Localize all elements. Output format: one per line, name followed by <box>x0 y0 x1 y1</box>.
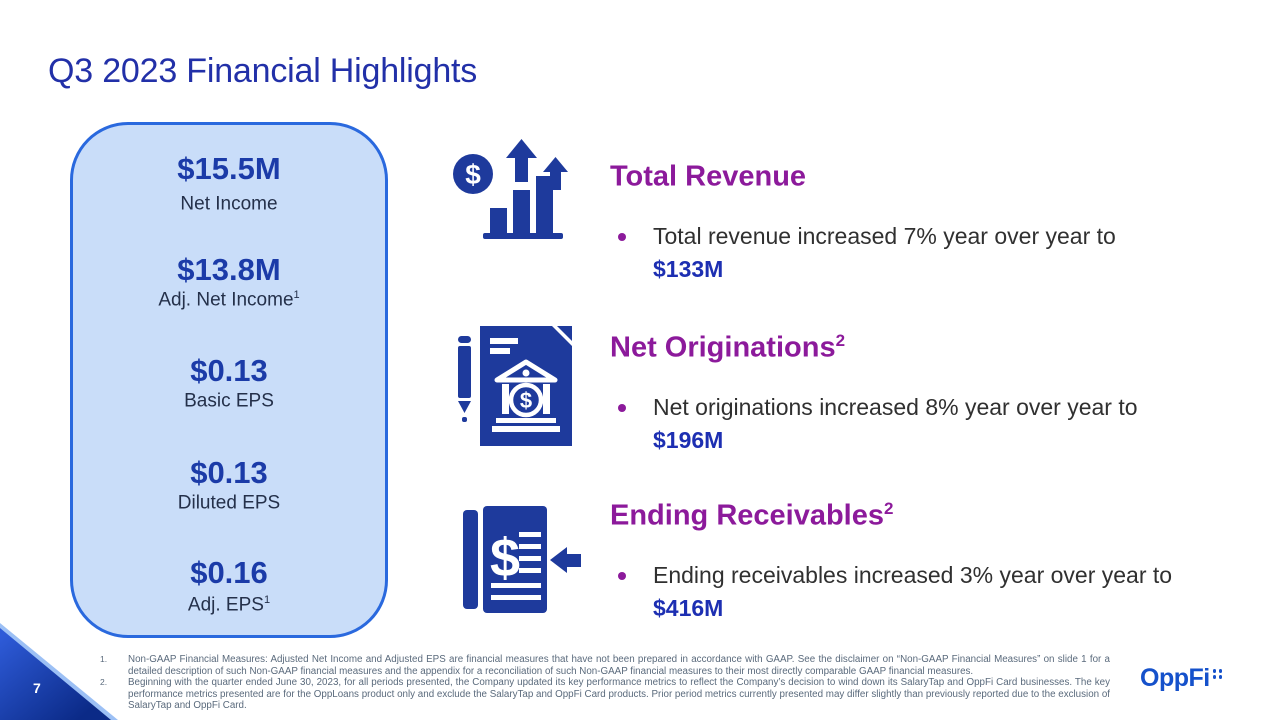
footnote-1: 1. Non-GAAP Financial Measures: Adjusted… <box>100 654 1110 677</box>
bullet-dot <box>618 572 626 580</box>
svg-text:$: $ <box>520 388 532 413</box>
adj-eps-label: Adj. EPS1 <box>187 594 271 616</box>
net-income-label: Net Income <box>180 193 278 215</box>
footnote-2-text: Beginning with the quarter ended June 30… <box>128 677 1110 711</box>
footnote-2-number: 2. <box>100 677 108 687</box>
svg-text:$: $ <box>490 528 520 588</box>
section-ending-receivables: Ending Receivables2 Ending receivables i… <box>610 499 1270 625</box>
footnotes: 1. Non-GAAP Financial Measures: Adjusted… <box>100 654 1110 712</box>
bullet-dot <box>618 404 626 412</box>
total-revenue-bullet-text: Total revenue increased 7% year over yea… <box>653 223 1116 249</box>
adj-net-income-value: $13.8M <box>177 252 281 287</box>
adj-net-income-label: Adj. Net Income1 <box>158 289 300 311</box>
oppfi-logo: OppFi <box>1140 664 1223 693</box>
net-originations-bullet: Net originations increased 8% year over … <box>610 391 1270 457</box>
footnote-1-number: 1. <box>100 654 108 664</box>
footnote-1-text: Non-GAAP Financial Measures: Adjusted Ne… <box>128 654 1110 677</box>
net-originations-bullet-text: Net originations increased 8% year over … <box>653 394 1138 420</box>
ending-receivables-bullet: Ending receivables increased 3% year ove… <box>610 559 1270 625</box>
ending-receivables-bullet-text: Ending receivables increased 3% year ove… <box>653 562 1173 588</box>
net-originations-heading: Net Originations2 <box>610 331 846 364</box>
page-number: 7 <box>33 680 41 696</box>
oppfi-logo-dots-icon <box>1212 669 1223 679</box>
net-income-value: $15.5M <box>177 151 281 186</box>
adj-eps-value: $0.16 <box>190 555 268 590</box>
financial-metrics-panel: $15.5M Net Income $13.8M Adj. Net Income… <box>70 122 388 638</box>
net-originations-amount: $196M <box>653 427 724 453</box>
basic-eps-label: Basic EPS <box>184 390 274 412</box>
ending-receivables-amount: $416M <box>653 595 724 621</box>
diluted-eps-value: $0.13 <box>190 455 268 490</box>
section-net-originations: Net Originations2 Net originations incre… <box>610 331 1270 457</box>
loan-document-bank-icon: $ <box>452 320 580 452</box>
total-revenue-bullet: Total revenue increased 7% year over yea… <box>610 220 1270 286</box>
receivables-ledger-icon: $ <box>455 502 583 617</box>
svg-text:$: $ <box>465 159 481 190</box>
basic-eps-value: $0.13 <box>190 353 268 388</box>
ending-receivables-heading: Ending Receivables2 <box>610 499 894 532</box>
bullet-dot <box>618 233 626 241</box>
total-revenue-heading: Total Revenue <box>610 160 807 193</box>
total-revenue-amount: $133M <box>653 256 724 282</box>
revenue-growth-chart-icon: $ <box>452 138 574 246</box>
footnote-2: 2. Beginning with the quarter ended June… <box>100 677 1110 712</box>
oppfi-logo-text: OppFi <box>1140 664 1210 692</box>
slide-title: Q3 2023 Financial Highlights <box>48 52 478 90</box>
diluted-eps-label: Diluted EPS <box>177 492 281 514</box>
section-total-revenue: Total Revenue Total revenue increased 7%… <box>610 160 1270 286</box>
